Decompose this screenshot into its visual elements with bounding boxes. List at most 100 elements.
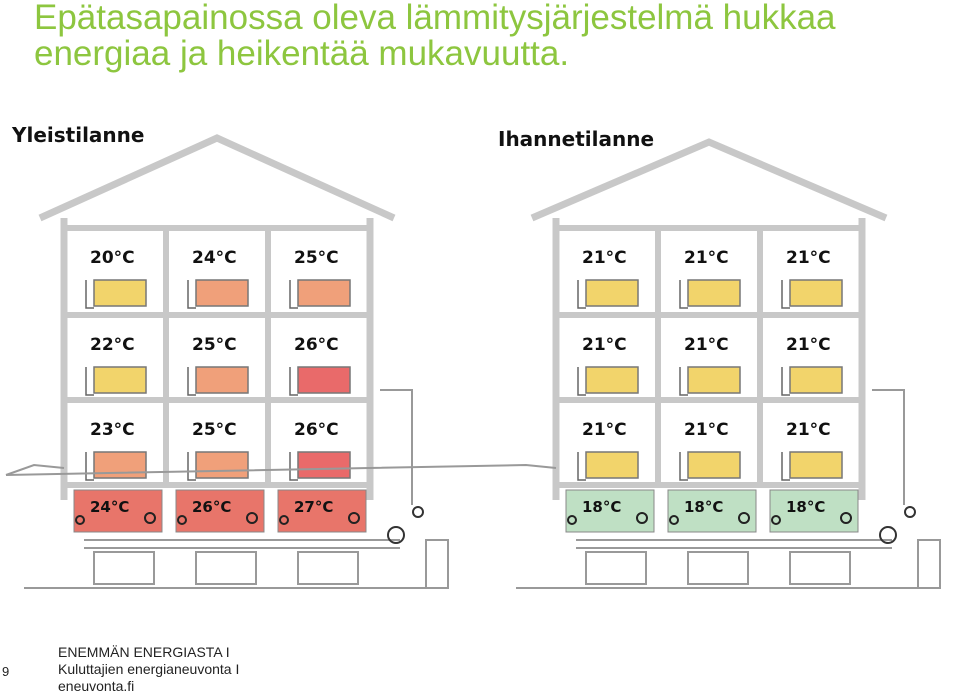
room-temperature: 23°C xyxy=(90,420,135,440)
roof xyxy=(38,134,396,222)
room-temperature: 21°C xyxy=(786,335,831,355)
room-temperature: 20°C xyxy=(90,248,135,268)
radiator-pipe xyxy=(577,367,586,396)
house-label: Ihannetilanne xyxy=(498,127,654,151)
basement-unit xyxy=(565,489,655,533)
radiator xyxy=(297,279,351,307)
storage-box xyxy=(297,551,359,585)
valve-icon xyxy=(738,512,750,524)
basement-temperature: 24°C xyxy=(90,498,129,516)
storage-box xyxy=(789,551,851,585)
radiator-pipe xyxy=(85,452,94,481)
title-line-2: energiaa ja heikentää mukavuutta. xyxy=(34,34,570,73)
house-ideal: Ihannetilanne 21°C 21°C 21°C 21°C 21°C 21°C 21°… xyxy=(5,127,941,589)
radiator xyxy=(297,366,351,394)
radiator xyxy=(195,279,249,307)
basement-temperature: 27°C xyxy=(294,498,333,516)
ground-line xyxy=(5,463,557,476)
riser-pipe xyxy=(872,389,905,505)
footer-text: ENEMMÄN ENERGIASTA I Kuluttajien energia… xyxy=(58,644,239,695)
radiator xyxy=(195,366,249,394)
storage-box xyxy=(93,551,155,585)
slide-title: Epätasapainossa oleva lämmitysjärjestelm… xyxy=(34,0,934,72)
radiator xyxy=(789,279,843,307)
room-temperature: 21°C xyxy=(786,420,831,440)
valve-icon xyxy=(75,515,85,525)
room-temperature: 21°C xyxy=(684,335,729,355)
footer: 9 ENEMMÄN ENERGIASTA I Kuluttajien energ… xyxy=(0,644,960,696)
valve-icon xyxy=(567,515,577,525)
room-temperature: 25°C xyxy=(294,248,339,268)
page-number: 9 xyxy=(2,664,10,679)
valve-icon xyxy=(412,506,424,518)
radiator xyxy=(93,279,147,307)
radiator xyxy=(585,279,639,307)
radiator-pipe xyxy=(289,367,298,396)
room-temperature: 25°C xyxy=(192,420,237,440)
radiator xyxy=(789,366,843,394)
radiator-pipe xyxy=(289,452,298,481)
basement-temperature: 18°C xyxy=(786,498,825,516)
roof xyxy=(530,138,888,222)
radiator-pipe xyxy=(679,367,688,396)
valve-icon xyxy=(636,512,648,524)
valve-icon xyxy=(246,512,258,524)
room-temperature: 26°C xyxy=(294,420,339,440)
room-temperature: 21°C xyxy=(684,420,729,440)
valve-icon xyxy=(279,515,289,525)
room-temperature: 21°C xyxy=(582,248,627,268)
valve-icon xyxy=(904,506,916,518)
house-current: Yleistilanne 20°C 24°C 25°C 22°C 25°C 26°C 23°C… xyxy=(5,123,449,589)
room-temperature: 24°C xyxy=(192,248,237,268)
valve-icon xyxy=(771,515,781,525)
riser-pipe xyxy=(380,389,413,505)
title-line-1: Epätasapainossa oleva lämmitysjärjestelm… xyxy=(34,0,836,37)
room-temperature: 25°C xyxy=(192,335,237,355)
radiator-pipe xyxy=(85,280,94,309)
room-temperature: 26°C xyxy=(294,335,339,355)
footer-brand: ENEMMÄN ENERGIASTA I xyxy=(58,644,230,660)
radiator-pipe xyxy=(187,452,196,481)
boiler-unit xyxy=(917,539,941,589)
basement-unit xyxy=(667,489,757,533)
radiator-pipe xyxy=(85,367,94,396)
storage-box xyxy=(585,551,647,585)
radiator-pipe xyxy=(577,280,586,309)
radiator-pipe xyxy=(781,452,790,481)
storage-box xyxy=(687,551,749,585)
radiator xyxy=(585,366,639,394)
boiler-unit xyxy=(425,539,449,589)
radiator xyxy=(687,279,741,307)
radiator xyxy=(297,451,351,479)
valve-icon xyxy=(669,515,679,525)
room-temperature: 21°C xyxy=(786,248,831,268)
radiator-pipe xyxy=(187,280,196,309)
footer-org: Kuluttajien energianeuvonta I xyxy=(58,661,240,677)
radiator-pipe xyxy=(289,280,298,309)
room-temperature: 21°C xyxy=(582,335,627,355)
room-temperature: 21°C xyxy=(582,420,627,440)
heating-balance-diagram: Yleistilanne 20°C 24°C 25°C 22°C 25°C 26°C 23°C… xyxy=(5,123,941,589)
valve-icon xyxy=(348,512,360,524)
valve-icon xyxy=(177,515,187,525)
ground-line xyxy=(5,463,65,476)
radiator xyxy=(789,451,843,479)
valve-icon xyxy=(840,512,852,524)
basement-temperature: 18°C xyxy=(582,498,621,516)
house-label: Yleistilanne xyxy=(11,123,144,147)
basement-unit xyxy=(175,489,265,533)
radiator xyxy=(93,366,147,394)
storage-box xyxy=(195,551,257,585)
basement-unit xyxy=(277,489,367,533)
basement-unit xyxy=(73,489,163,533)
basement-temperature: 18°C xyxy=(684,498,723,516)
radiator-pipe xyxy=(679,452,688,481)
radiator-pipe xyxy=(577,452,586,481)
radiator-pipe xyxy=(781,280,790,309)
radiator xyxy=(585,451,639,479)
pump-icon xyxy=(387,526,405,544)
room-temperature: 22°C xyxy=(90,335,135,355)
basement-temperature: 26°C xyxy=(192,498,231,516)
valve-icon xyxy=(144,512,156,524)
radiator-pipe xyxy=(679,280,688,309)
